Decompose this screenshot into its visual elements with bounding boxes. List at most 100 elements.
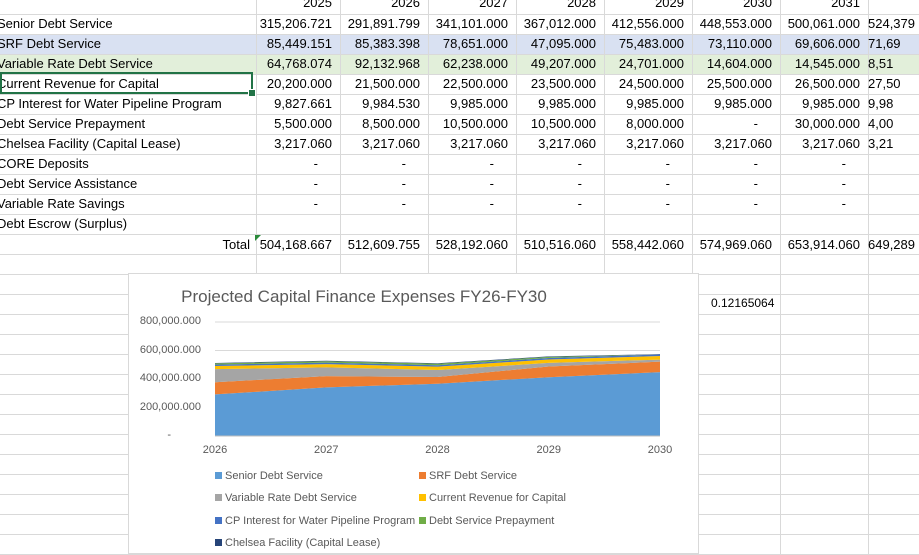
year-header-cell[interactable]: 2028 xyxy=(567,0,596,10)
value-cell[interactable]: 5,500.000 xyxy=(274,116,332,131)
value-cell[interactable] xyxy=(780,214,860,234)
value-cell[interactable]: - xyxy=(841,196,846,211)
row-label-cell[interactable]: Debt Escrow (Surplus) xyxy=(0,216,128,231)
value-cell[interactable]: - xyxy=(753,196,758,211)
value-cell[interactable]: 92,132.968 xyxy=(354,56,420,71)
value-cell[interactable]: - xyxy=(665,156,670,171)
area-chart[interactable]: Projected Capital Finance Expenses FY26-… xyxy=(128,273,699,554)
value-cell[interactable]: 3,217.060 xyxy=(802,136,860,151)
value-cell[interactable] xyxy=(428,214,508,234)
value-cell[interactable]: 8,000.000 xyxy=(626,116,684,131)
legend-entry[interactable]: CP Interest for Water Pipeline Program xyxy=(215,515,415,527)
value-cell[interactable]: 27,50 xyxy=(868,76,901,91)
value-cell[interactable]: 78,651.000 xyxy=(442,36,508,51)
total-value-cell[interactable]: 528,192.060 xyxy=(435,237,508,252)
value-cell[interactable]: 10,500.000 xyxy=(442,116,508,131)
row-label-cell[interactable]: Current Revenue for Capital xyxy=(0,76,159,91)
row-label-cell[interactable]: Debt Service Assistance xyxy=(0,176,138,191)
value-cell[interactable]: - xyxy=(577,156,582,171)
value-cell[interactable]: 367,012.000 xyxy=(523,16,596,31)
value-cell[interactable] xyxy=(516,214,596,234)
value-cell[interactable] xyxy=(868,194,919,214)
value-cell[interactable]: 315,206.721 xyxy=(259,16,332,31)
value-cell[interactable]: 85,383.398 xyxy=(354,36,420,51)
value-cell[interactable]: 3,217.060 xyxy=(538,136,596,151)
value-cell[interactable]: 20,200.000 xyxy=(266,76,332,91)
value-cell[interactable]: 47,095.000 xyxy=(530,36,596,51)
value-cell[interactable] xyxy=(256,214,332,234)
value-cell[interactable] xyxy=(692,214,772,234)
value-cell[interactable]: 30,000.000 xyxy=(794,116,860,131)
value-cell[interactable]: 9,98 xyxy=(868,96,894,111)
value-cell[interactable]: 448,553.000 xyxy=(699,16,772,31)
row-label-cell[interactable]: Variable Rate Debt Service xyxy=(0,56,153,71)
value-cell[interactable]: 62,238.000 xyxy=(442,56,508,71)
value-cell[interactable]: 9,984.530 xyxy=(362,96,420,111)
floating-value[interactable]: 0.12165064 xyxy=(711,296,775,310)
value-cell[interactable]: - xyxy=(577,196,582,211)
value-cell[interactable]: 3,217.060 xyxy=(626,136,684,151)
area-series-chelsea-facility-capital-lease[interactable] xyxy=(215,354,660,364)
row-label-cell[interactable]: SRF Debt Service xyxy=(0,36,102,51)
value-cell[interactable]: 23,500.000 xyxy=(530,76,596,91)
value-cell[interactable]: 412,556.000 xyxy=(611,16,684,31)
value-cell[interactable]: 49,207.000 xyxy=(530,56,596,71)
value-cell[interactable]: 500,061.000 xyxy=(787,16,860,31)
value-cell[interactable]: 8,500.000 xyxy=(362,116,420,131)
value-cell[interactable]: - xyxy=(665,196,670,211)
value-cell[interactable] xyxy=(868,154,919,174)
value-cell[interactable]: - xyxy=(753,176,758,191)
value-cell[interactable]: 25,500.000 xyxy=(706,76,772,91)
value-cell[interactable]: - xyxy=(841,156,846,171)
value-cell[interactable]: 3,217.060 xyxy=(450,136,508,151)
value-cell[interactable]: 3,217.060 xyxy=(714,136,772,151)
total-value-cell[interactable]: 558,442.060 xyxy=(611,237,684,252)
value-cell[interactable] xyxy=(868,214,919,234)
value-cell[interactable]: 71,69 xyxy=(868,36,901,51)
value-cell[interactable]: - xyxy=(489,156,494,171)
value-cell[interactable]: 75,483.000 xyxy=(618,36,684,51)
value-cell[interactable]: 3,21 xyxy=(868,136,894,151)
value-cell[interactable]: 14,604.000 xyxy=(706,56,772,71)
value-cell[interactable]: 85,449.151 xyxy=(266,36,332,51)
total-value-cell[interactable]: 649,289 xyxy=(868,237,915,252)
value-cell[interactable]: 291,891.799 xyxy=(347,16,420,31)
year-header-cell[interactable]: 2025 xyxy=(303,0,332,10)
value-cell[interactable]: 14,545.000 xyxy=(794,56,860,71)
value-cell[interactable]: 3,217.060 xyxy=(362,136,420,151)
total-value-cell[interactable]: 510,516.060 xyxy=(523,237,596,252)
value-cell[interactable]: - xyxy=(577,176,582,191)
total-value-cell[interactable]: 574,969.060 xyxy=(699,237,772,252)
row-label-cell[interactable]: CP Interest for Water Pipeline Program xyxy=(0,96,222,111)
value-cell[interactable]: 9,985.000 xyxy=(538,96,596,111)
area-series-cp-interest-for-water-pipeline-program[interactable] xyxy=(215,354,660,367)
fill-handle[interactable] xyxy=(248,89,256,97)
value-cell[interactable]: 73,110.000 xyxy=(707,36,772,51)
value-cell[interactable]: 26,500.000 xyxy=(794,76,860,91)
value-cell[interactable]: - xyxy=(753,116,758,131)
value-cell[interactable]: 341,101.000 xyxy=(435,16,508,31)
value-cell[interactable]: - xyxy=(401,196,406,211)
value-cell[interactable] xyxy=(604,214,684,234)
legend-entry[interactable]: Variable Rate Debt Service xyxy=(215,492,357,504)
value-cell[interactable]: 9,985.000 xyxy=(802,96,860,111)
value-cell[interactable]: 3,217.060 xyxy=(274,136,332,151)
value-cell[interactable]: - xyxy=(313,156,318,171)
area-series-current-revenue-for-capital[interactable] xyxy=(215,355,660,370)
value-cell[interactable]: - xyxy=(489,176,494,191)
value-cell[interactable]: - xyxy=(313,176,318,191)
value-cell[interactable]: - xyxy=(313,196,318,211)
total-label-cell[interactable]: Total xyxy=(222,237,250,252)
year-header-cell[interactable]: 2027 xyxy=(479,0,508,10)
total-value-cell[interactable]: 512,609.755 xyxy=(347,237,420,252)
row-label-cell[interactable]: CORE Deposits xyxy=(0,156,89,171)
legend-entry[interactable]: Senior Debt Service xyxy=(215,470,323,482)
year-header-cell[interactable]: 2029 xyxy=(655,0,684,10)
value-cell[interactable]: 24,701.000 xyxy=(618,56,684,71)
area-series-senior-debt-service[interactable] xyxy=(215,372,660,436)
value-cell[interactable]: 64,768.074 xyxy=(266,56,332,71)
value-cell[interactable]: 22,500.000 xyxy=(442,76,508,91)
area-series-variable-rate-debt-service[interactable] xyxy=(215,359,660,383)
value-cell[interactable]: - xyxy=(841,176,846,191)
value-cell[interactable]: 9,827.661 xyxy=(274,96,332,111)
